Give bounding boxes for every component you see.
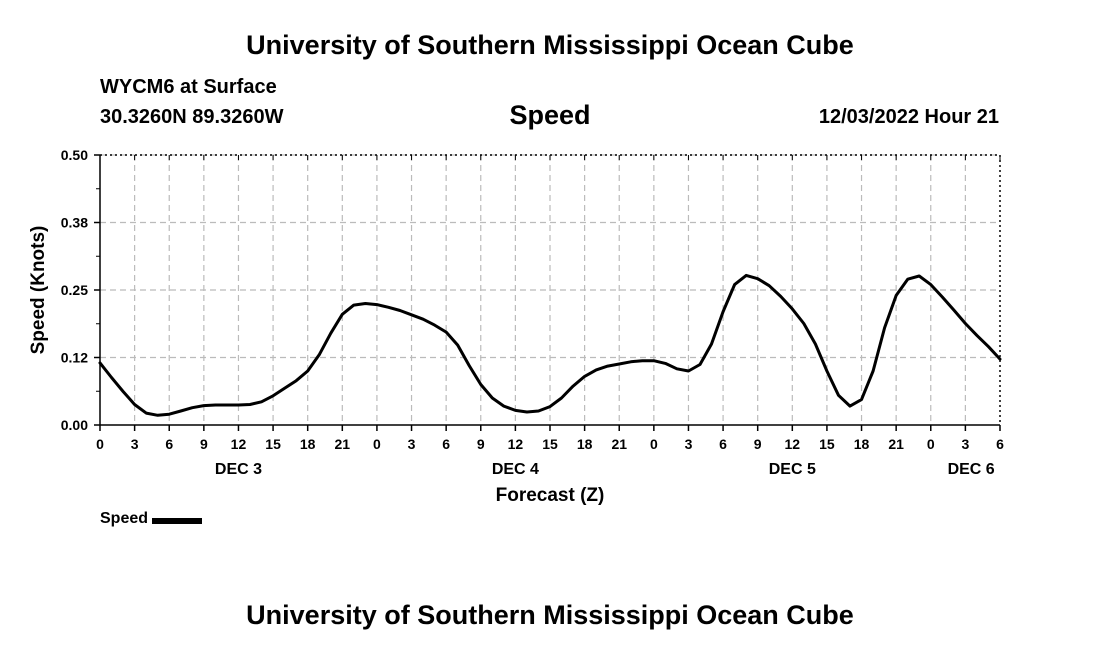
y-tick-label: 0.12 (61, 350, 88, 366)
x-tick-label: 9 (477, 436, 485, 452)
x-tick-label: 21 (611, 436, 627, 452)
y-tick-label: 0.25 (61, 282, 88, 298)
x-tick-label: 0 (650, 436, 658, 452)
x-tick-label: 21 (335, 436, 351, 452)
x-tick-label: 12 (508, 436, 524, 452)
x-tick-label: 21 (888, 436, 904, 452)
x-tick-label: 3 (408, 436, 416, 452)
x-tick-label: 6 (719, 436, 727, 452)
x-tick-label: 18 (300, 436, 316, 452)
y-tick-label: 0.50 (61, 147, 88, 163)
legend-line-swatch (152, 517, 203, 524)
x-tick-label: 3 (131, 436, 139, 452)
y-tick-label: 0.38 (61, 215, 88, 231)
page-title: University of Southern Mississippi Ocean… (246, 30, 854, 60)
coordinates-label: 30.3260N 89.3260W (100, 106, 284, 128)
x-tick-label: 6 (165, 436, 173, 452)
legend: Speed (100, 510, 203, 528)
x-tick-label: 15 (819, 436, 835, 452)
x-tick-label: 0 (927, 436, 935, 452)
x-tick-label: 3 (961, 436, 969, 452)
x-tick-label: 15 (265, 436, 281, 452)
x-tick-label: 0 (373, 436, 381, 452)
variable-title: Speed (509, 100, 591, 130)
day-label: DEC 3 (215, 461, 262, 478)
footer-title: University of Southern Mississippi Ocean… (246, 600, 854, 630)
x-tick-label: 18 (854, 436, 870, 452)
x-tick-label: 9 (754, 436, 762, 452)
x-tick-label: 6 (442, 436, 450, 452)
legend-label: Speed (100, 510, 149, 527)
x-axis-title: Forecast (Z) (496, 485, 605, 506)
x-tick-label: 12 (785, 436, 801, 452)
station-label: WYCM6 at Surface (100, 76, 277, 98)
x-tick-label: 3 (685, 436, 693, 452)
day-label: DEC 6 (948, 461, 995, 478)
day-label: DEC 5 (769, 461, 816, 478)
x-tick-label: 0 (96, 436, 104, 452)
day-label: DEC 4 (492, 461, 539, 478)
x-tick-label: 9 (200, 436, 208, 452)
x-tick-label: 18 (577, 436, 593, 452)
y-axis-title: Speed (Knots) (28, 226, 49, 355)
x-tick-label: 6 (996, 436, 1004, 452)
x-tick-label: 15 (542, 436, 558, 452)
y-tick-label: 0.00 (61, 417, 88, 433)
x-tick-label: 12 (231, 436, 247, 452)
datetime-label: 12/03/2022 Hour 21 (818, 106, 999, 128)
series-line-speed (98, 273, 1002, 417)
